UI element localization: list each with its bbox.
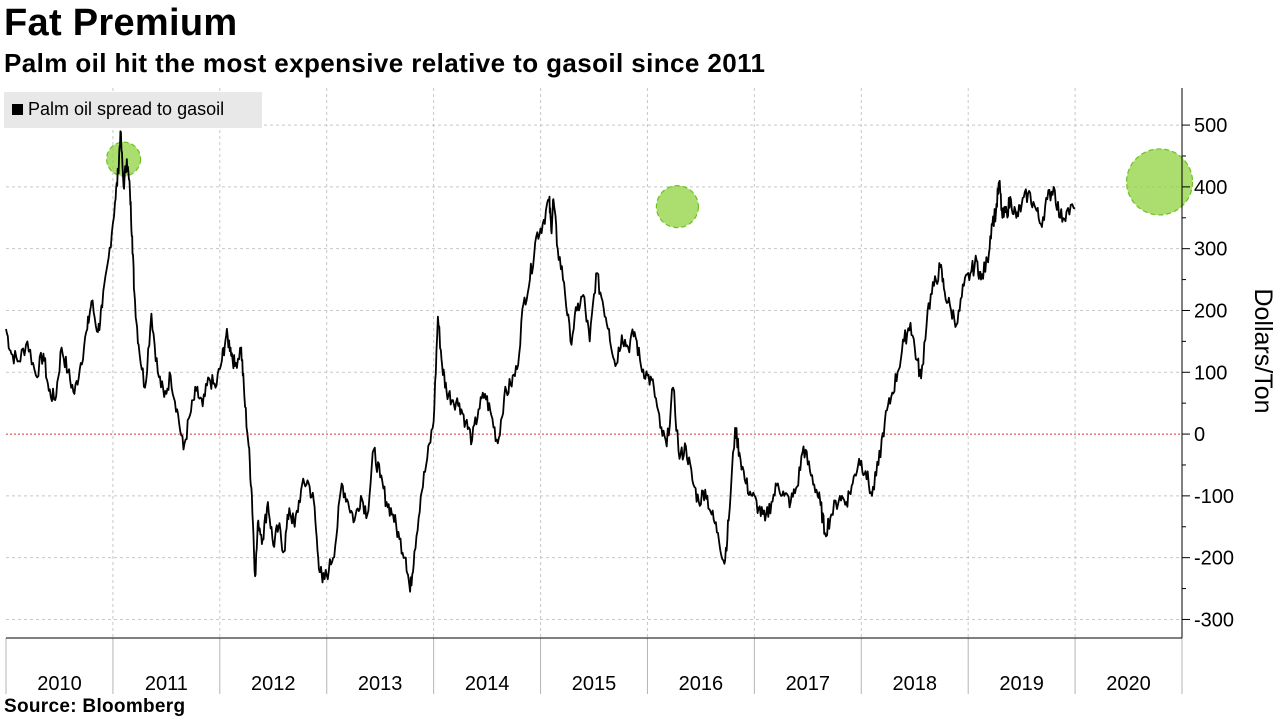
legend-swatch	[12, 104, 23, 115]
axes: 500 400 300 200 100 0 -100 -200 -300 2010 2011 2012…	[5, 88, 1277, 695]
y-tick-label: -300	[1194, 609, 1234, 631]
x-tick-label: 2010	[37, 673, 82, 695]
y-tick-label: 400	[1194, 177, 1227, 199]
x-tick-label: 2016	[679, 673, 724, 695]
y-axis-label: Dollars/Ton	[1249, 288, 1277, 413]
x-tick-label: 2012	[251, 673, 296, 695]
series-line	[5, 130, 1076, 593]
x-tick-label: 2013	[358, 673, 403, 695]
legend: Palm oil spread to gasoil	[4, 92, 262, 128]
x-tick-label: 2011	[145, 673, 188, 695]
highlight-circle	[1125, 148, 1194, 216]
legend-box	[4, 92, 262, 128]
y-tick-label: 500	[1194, 115, 1227, 137]
y-tick-label: 0	[1194, 424, 1205, 446]
y-tick-label: 100	[1194, 362, 1227, 384]
chart-subtitle: Palm oil hit the most expensive relative…	[4, 48, 766, 78]
grid	[6, 88, 1182, 638]
y-tick-label: -200	[1194, 548, 1234, 570]
y-tick-label: 200	[1194, 300, 1227, 322]
series-layer	[5, 130, 1076, 593]
x-tick-label: 2015	[572, 673, 617, 695]
y-tick-label: 300	[1194, 239, 1227, 261]
chart-title: Fat Premium	[4, 2, 238, 44]
x-tick-label: 2017	[786, 673, 831, 695]
y-tick-label: -100	[1194, 486, 1234, 508]
source-note: Source: Bloomberg	[4, 696, 186, 717]
x-tick-label: 2014	[465, 673, 510, 695]
x-tick-label: 2018	[892, 673, 937, 695]
highlight-circle	[655, 185, 699, 229]
line-chart: 500 400 300 200 100 0 -100 -200 -300 2010 2011 2012…	[4, 88, 1277, 695]
x-tick-label: 2019	[999, 673, 1044, 695]
legend-label: Palm oil spread to gasoil	[28, 99, 224, 119]
x-tick-label: 2020	[1106, 673, 1151, 695]
highlight-circles	[105, 141, 1194, 229]
